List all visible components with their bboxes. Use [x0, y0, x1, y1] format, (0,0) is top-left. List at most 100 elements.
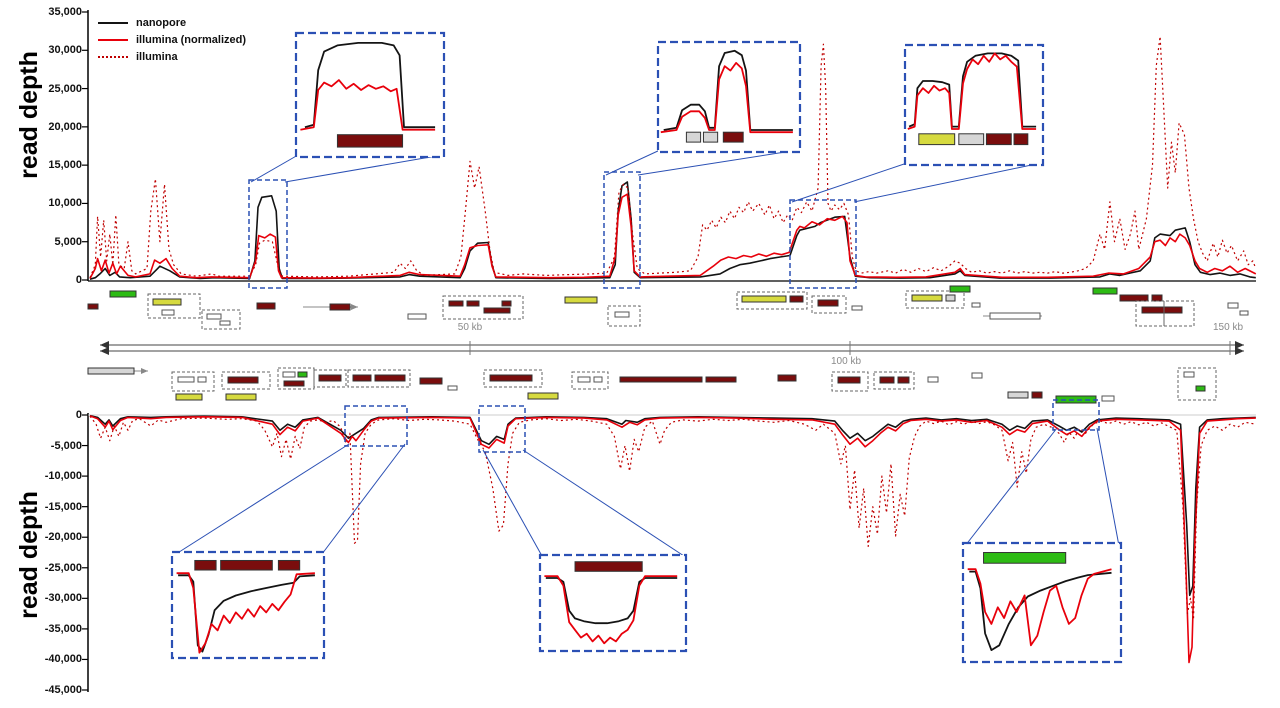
tick-label: 30,000: [48, 44, 82, 57]
legend-item-illumina: illumina: [98, 48, 246, 65]
inset-connector-line: [791, 162, 908, 203]
inset-connector-line: [853, 162, 1042, 203]
tick-label: 15,000: [48, 159, 82, 172]
gene-box-darkred: [817, 299, 839, 307]
gene-box-darkred: [837, 376, 861, 384]
gene-box-darkred: [501, 300, 512, 307]
illumina-normalized-line-swatch: [98, 38, 128, 41]
inset-curve: [907, 52, 1037, 130]
series-illumina--normalized-: [89, 193, 1257, 279]
gene-box-white: [577, 376, 591, 383]
gene-box-white: [177, 376, 195, 383]
gene-group-box: [347, 369, 411, 388]
gene-box-darkred: [87, 303, 99, 310]
tick-label: 0: [75, 409, 82, 421]
gene-box-green: [109, 290, 137, 298]
tick-label: 25,000: [48, 82, 82, 95]
highlight-region-box: [603, 171, 641, 289]
gene-box-white: [219, 320, 231, 326]
gene-group-box: [442, 295, 524, 320]
gene-box-white: [206, 313, 222, 320]
inset-gene-box-darkred: [985, 133, 1012, 146]
gene-box-white: [971, 372, 983, 379]
inset-connector-line: [605, 149, 661, 176]
gene-box-darkred: [705, 376, 737, 383]
gene-box-darkred: [227, 376, 259, 384]
inset-connector-line: [250, 154, 299, 183]
inset-connector-line: [637, 149, 799, 176]
top-y-axis-title: read depth: [15, 51, 43, 179]
gene-box-darkred: [619, 376, 703, 383]
inset-connector-line: [522, 449, 685, 557]
inset-curve: [660, 62, 793, 134]
inset-curve: [304, 42, 436, 129]
legend-label: illumina: [136, 50, 178, 63]
gene-arrowhead: [141, 368, 148, 374]
gene-box-darkred: [419, 377, 443, 385]
tick-label: 5,000: [54, 235, 82, 248]
gene-group-box: [483, 369, 543, 388]
gene-box-white: [989, 312, 1041, 320]
gene-box-white: [927, 376, 939, 383]
ruler-arrowhead: [1235, 347, 1244, 355]
gene-box-white: [1227, 302, 1239, 309]
legend-label: illumina (normalized): [136, 33, 247, 46]
inset-gene-box-gray: [702, 131, 719, 143]
gene-box-darkred: [374, 374, 406, 382]
tick-label: -25,000: [44, 561, 82, 574]
gene-group-box: [571, 371, 609, 390]
tick-label: 10,000: [48, 197, 82, 210]
gene-box-darkred: [256, 302, 276, 310]
gene-box-darkred: [448, 300, 464, 307]
gene-group-box: [811, 295, 847, 314]
gene-box-white: [407, 313, 427, 320]
gene-box-yellow: [911, 294, 943, 302]
gene-group-box: [171, 371, 215, 392]
inset-connector-line: [1096, 427, 1120, 547]
inset-gene-box-darkred: [194, 559, 217, 571]
inset-gene-box-darkred: [277, 559, 301, 571]
series-illumina: [89, 35, 1257, 278]
scale-label-50kb: 50 kb: [457, 322, 483, 333]
gene-box-white: [614, 311, 630, 318]
gene-box-darkred: [897, 376, 910, 384]
legend: nanopore illumina (normalized) illumina: [98, 14, 246, 65]
series-illumina--normalized-: [89, 415, 1256, 664]
ruler-arrowhead: [1235, 341, 1244, 349]
inset-connector-line: [175, 443, 350, 555]
inset-connector-line: [482, 449, 543, 557]
gene-box-green: [1195, 385, 1206, 392]
gene-box-darkred: [283, 380, 305, 387]
gene-group-box: [221, 371, 271, 390]
inset-gene-box-darkred: [336, 134, 404, 148]
gene-group-box: [873, 371, 915, 390]
nanopore-line-swatch: [98, 21, 128, 24]
gene-group-box: [607, 305, 641, 327]
tick-label: -35,000: [44, 622, 82, 635]
inset-connector-line: [284, 154, 443, 183]
tick-label: 20,000: [48, 120, 82, 133]
inset-connector-line: [321, 443, 406, 555]
inset-connector-line: [964, 427, 1058, 547]
tick-label: -10,000: [44, 470, 82, 483]
gene-box-white: [971, 302, 981, 308]
inset-gene-box-darkred: [574, 561, 643, 572]
gene-arrowhead: [351, 304, 358, 310]
gene-box-white: [197, 376, 207, 383]
inset-curve: [176, 572, 315, 654]
tick-label: 0: [75, 274, 82, 286]
gene-box-green: [949, 285, 971, 293]
legend-label: nanopore: [136, 16, 187, 29]
gene-box-white: [1183, 371, 1195, 378]
inset-gene-box-gray: [958, 133, 985, 146]
gene-box-darkred: [352, 374, 372, 382]
tick-label: -30,000: [44, 592, 82, 605]
highlight-region-box: [789, 199, 857, 289]
gene-box-white: [1101, 395, 1115, 402]
highlight-region-box: [478, 405, 526, 453]
gene-box-yellow: [175, 393, 203, 401]
gene-box-gray: [1007, 391, 1029, 399]
tick-label: -45,000: [44, 684, 82, 696]
